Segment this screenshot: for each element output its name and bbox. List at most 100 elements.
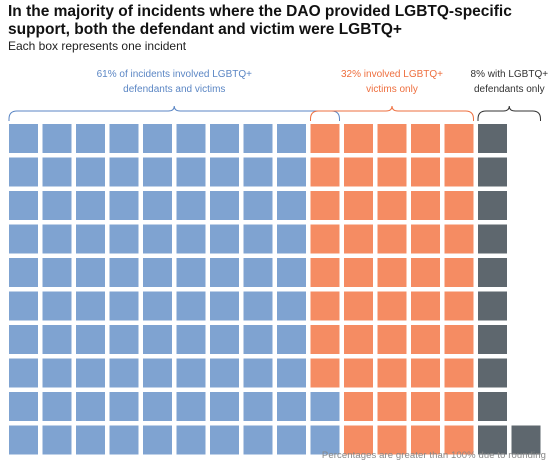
incident-box-1 xyxy=(277,258,306,287)
incident-box-1 xyxy=(210,325,239,354)
incident-box-2 xyxy=(344,291,373,321)
incident-box-2 xyxy=(377,157,407,187)
incident-box-1 xyxy=(42,358,72,388)
incident-box-1 xyxy=(42,291,72,321)
incident-box-3 xyxy=(478,191,507,220)
incident-box-1 xyxy=(143,191,172,220)
incident-box-1 xyxy=(76,224,105,254)
incident-box-1 xyxy=(42,325,72,354)
incident-box-2 xyxy=(344,124,373,153)
incident-box-1 xyxy=(42,425,72,455)
incident-box-2 xyxy=(377,224,407,254)
incident-box-1 xyxy=(243,358,273,388)
incident-box-1 xyxy=(176,392,206,421)
incident-box-3 xyxy=(478,224,507,254)
incident-box-2 xyxy=(310,358,340,388)
incident-box-1 xyxy=(76,425,105,455)
incident-box-2 xyxy=(344,425,373,455)
incident-box-3 xyxy=(511,425,541,455)
incident-box-1 xyxy=(109,258,139,287)
incident-box-1 xyxy=(310,392,340,421)
chart-title: In the majority of incidents where the D… xyxy=(8,3,512,38)
incident-box-2 xyxy=(444,258,474,287)
rounding-note: Percentages are greater than 100% due to… xyxy=(321,450,546,461)
incident-box-1 xyxy=(9,392,38,421)
incident-box-2 xyxy=(411,157,440,187)
incident-box-1 xyxy=(210,392,239,421)
group-label-2: 32% involved LGBTQ+ xyxy=(341,69,443,80)
group-label-2: victims only xyxy=(366,84,418,95)
incident-box-2 xyxy=(377,124,407,153)
incident-box-1 xyxy=(109,291,139,321)
incident-box-1 xyxy=(9,124,38,153)
incident-box-3 xyxy=(478,124,507,153)
incident-box-1 xyxy=(9,157,38,187)
incident-box-1 xyxy=(143,124,172,153)
incident-box-1 xyxy=(9,358,38,388)
incident-box-1 xyxy=(176,425,206,455)
incident-box-2 xyxy=(444,392,474,421)
incident-box-1 xyxy=(243,191,273,220)
incident-box-2 xyxy=(444,191,474,220)
incident-box-1 xyxy=(210,124,239,153)
incident-box-1 xyxy=(76,157,105,187)
incident-box-2 xyxy=(444,224,474,254)
incident-box-2 xyxy=(310,325,340,354)
incident-box-1 xyxy=(210,191,239,220)
group-bracket-3 xyxy=(477,105,541,121)
incident-box-1 xyxy=(76,325,105,354)
incident-box-1 xyxy=(109,191,139,220)
incident-box-1 xyxy=(210,258,239,287)
incident-box-1 xyxy=(109,358,139,388)
incident-box-2 xyxy=(344,224,373,254)
incident-box-1 xyxy=(143,392,172,421)
incident-box-2 xyxy=(310,157,340,187)
incident-box-1 xyxy=(277,191,306,220)
incident-box-2 xyxy=(377,425,407,455)
group-label-3: defendants only xyxy=(474,84,545,95)
incident-box-1 xyxy=(176,124,206,153)
incident-box-2 xyxy=(411,325,440,354)
incident-box-1 xyxy=(176,291,206,321)
group-bracket-2 xyxy=(310,105,474,121)
incident-box-1 xyxy=(243,258,273,287)
incident-box-2 xyxy=(377,291,407,321)
incident-box-1 xyxy=(210,425,239,455)
chart-subtitle: Each box represents one incident xyxy=(8,39,187,53)
incident-box-3 xyxy=(478,291,507,321)
incident-box-1 xyxy=(243,392,273,421)
incident-box-1 xyxy=(210,157,239,187)
incident-box-1 xyxy=(9,325,38,354)
incident-box-1 xyxy=(277,392,306,421)
incident-box-2 xyxy=(344,358,373,388)
incident-box-1 xyxy=(310,425,340,455)
incident-box-2 xyxy=(411,224,440,254)
incident-box-3 xyxy=(478,325,507,354)
incident-box-1 xyxy=(143,258,172,287)
group-label-1: defendants and victims xyxy=(123,84,225,95)
incident-box-3 xyxy=(478,425,507,455)
incident-box-1 xyxy=(176,358,206,388)
incident-box-2 xyxy=(444,157,474,187)
incident-box-2 xyxy=(411,392,440,421)
incident-box-1 xyxy=(143,358,172,388)
incident-box-1 xyxy=(176,157,206,187)
incident-box-1 xyxy=(243,224,273,254)
incident-box-3 xyxy=(478,358,507,388)
incident-box-2 xyxy=(344,325,373,354)
incident-box-2 xyxy=(310,291,340,321)
incident-box-1 xyxy=(210,291,239,321)
incident-box-2 xyxy=(411,124,440,153)
incident-box-1 xyxy=(210,358,239,388)
incident-box-1 xyxy=(9,191,38,220)
incident-box-2 xyxy=(411,191,440,220)
incident-box-2 xyxy=(310,191,340,220)
incident-box-1 xyxy=(143,157,172,187)
incident-box-2 xyxy=(344,157,373,187)
incident-box-2 xyxy=(344,191,373,220)
incident-box-2 xyxy=(377,191,407,220)
incident-box-2 xyxy=(310,258,340,287)
incident-box-1 xyxy=(9,291,38,321)
incident-box-1 xyxy=(42,258,72,287)
